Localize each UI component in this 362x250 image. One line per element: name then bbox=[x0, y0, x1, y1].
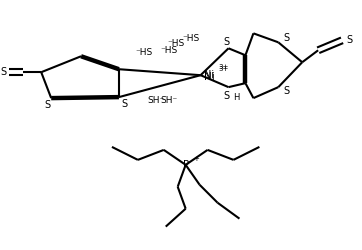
Text: S: S bbox=[121, 99, 127, 109]
Text: S: S bbox=[346, 35, 352, 45]
Text: ⁻HS: ⁻HS bbox=[160, 46, 177, 55]
Text: ⁻HS: ⁻HS bbox=[167, 39, 184, 48]
Text: S: S bbox=[44, 100, 50, 110]
Text: 3+: 3+ bbox=[219, 66, 229, 72]
Text: H: H bbox=[233, 92, 240, 102]
Text: ⁻HS: ⁻HS bbox=[182, 34, 199, 43]
Text: S: S bbox=[223, 91, 230, 101]
Text: Ni: Ni bbox=[203, 72, 214, 82]
Text: P: P bbox=[182, 160, 189, 170]
Text: S: S bbox=[283, 33, 290, 43]
Text: ⁻HS: ⁻HS bbox=[135, 48, 152, 57]
Text: Ni: Ni bbox=[203, 70, 214, 80]
Text: S: S bbox=[283, 86, 290, 96]
Text: 3+: 3+ bbox=[219, 64, 229, 70]
Text: SH⁻: SH⁻ bbox=[147, 96, 164, 104]
Text: SH⁻: SH⁻ bbox=[160, 96, 177, 104]
Text: S: S bbox=[0, 67, 7, 77]
Text: S: S bbox=[223, 37, 230, 47]
Text: +: + bbox=[194, 156, 199, 162]
